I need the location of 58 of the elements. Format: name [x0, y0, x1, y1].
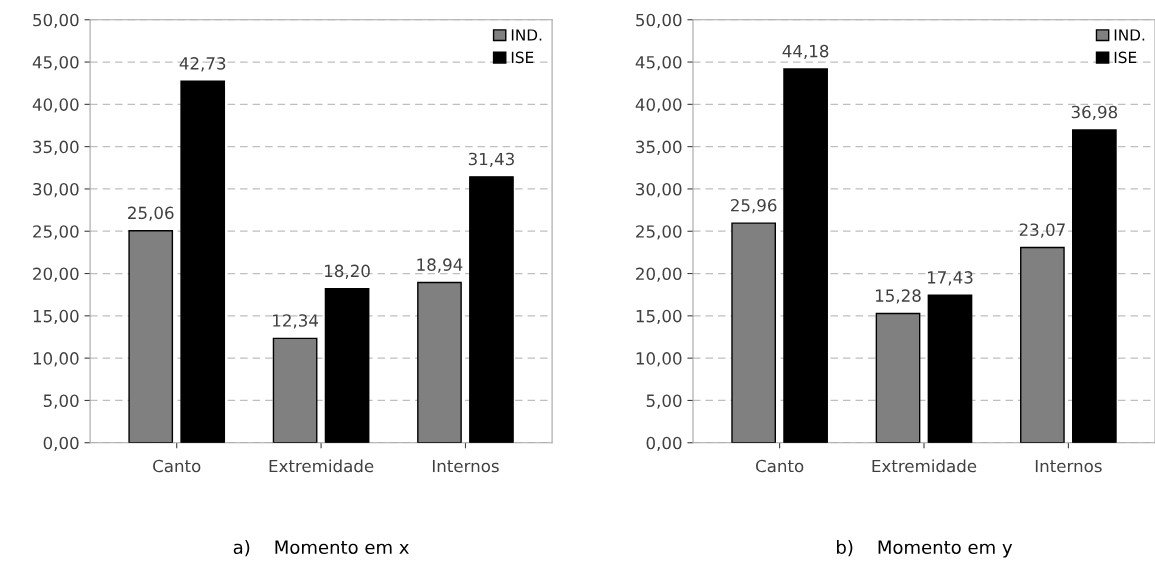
data-label: 17,43: [927, 271, 973, 286]
data-label: 18,20: [325, 264, 370, 279]
data-label: 42,73: [179, 57, 226, 72]
x-tick-label: Extremidade: [269, 459, 374, 473]
y-tick-label: 50,00: [33, 13, 79, 29]
y-tick-label: 35,00: [636, 140, 682, 155]
y-tick-label: 5,00: [646, 394, 682, 409]
x-tick-label: Canto: [153, 459, 201, 473]
bar: [272, 337, 318, 443]
data-label: 23,07: [1019, 223, 1065, 238]
y-tick-label: 15,00: [636, 309, 682, 325]
legend-label: ISE: [511, 51, 534, 64]
y-tick-label: 10,00: [33, 352, 79, 367]
legend-label: ISE: [1114, 51, 1137, 64]
x-tick-label: Extremidade: [872, 459, 977, 473]
data-label: 25,06: [128, 206, 174, 221]
y-tick-label: 45,00: [635, 56, 682, 71]
bar: [469, 176, 514, 443]
legend-label: IND.: [1114, 29, 1145, 41]
text: b) Momento em y: [837, 540, 1013, 558]
y-tick-label: 5,00: [43, 394, 79, 409]
data-label: 25,96: [731, 198, 777, 214]
x-tick-label: Internos: [432, 459, 499, 473]
y-tick-label: 35,00: [33, 140, 79, 155]
bar: [1072, 129, 1117, 443]
data-label: 31,43: [468, 152, 514, 167]
y-tick-label: 50,00: [636, 13, 682, 29]
y-tick-label: 10,00: [636, 352, 682, 367]
y-tick-label: 30,00: [636, 182, 682, 198]
y-tick-label: 25,00: [636, 225, 682, 240]
bar: [875, 312, 921, 443]
legend-label: IND.: [511, 29, 542, 41]
text: a) Momento em x: [233, 540, 409, 557]
y-tick-label: 25,00: [33, 225, 79, 240]
y-tick-label: 20,00: [33, 267, 79, 282]
y-tick-label: 0,00: [43, 436, 79, 452]
y-tick-label: 40,00: [32, 98, 79, 113]
data-label: 18,94: [417, 258, 463, 273]
bar: [783, 68, 828, 443]
bar: [324, 288, 370, 443]
y-tick-label: 40,00: [635, 98, 682, 113]
data-label: 36,98: [1071, 105, 1118, 121]
data-label: 15,28: [875, 289, 921, 304]
y-tick-label: 0,00: [646, 436, 682, 452]
data-label: 12,34: [273, 314, 319, 329]
bar: [927, 294, 973, 443]
bar: [180, 80, 226, 443]
y-tick-label: 15,00: [33, 309, 79, 325]
data-label: 44,18: [782, 44, 829, 60]
bar: [417, 281, 462, 443]
y-tick-label: 45,00: [32, 56, 79, 71]
y-tick-label: 30,00: [33, 182, 79, 198]
x-tick-label: Canto: [755, 459, 804, 473]
x-tick-label: Internos: [1035, 459, 1102, 473]
bar: [731, 222, 776, 443]
bar: [128, 230, 174, 443]
bar: [1020, 246, 1065, 443]
y-tick-label: 20,00: [636, 267, 682, 282]
